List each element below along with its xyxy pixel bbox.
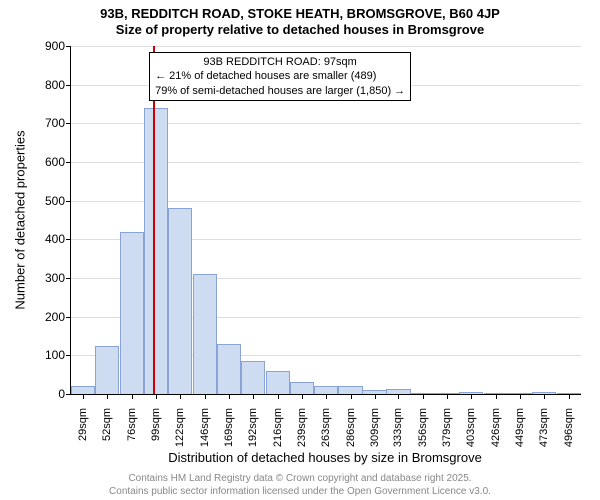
x-tick-label: 76sqm (126, 408, 138, 441)
annotation-box: 93B REDDITCH ROAD: 97sqm← 21% of detache… (149, 52, 411, 101)
x-tick-mark (180, 394, 181, 399)
x-tick-mark (302, 394, 303, 399)
x-tick-mark (351, 394, 352, 399)
x-tick-label: 52sqm (101, 408, 113, 441)
x-tick-mark (253, 394, 254, 399)
y-tick-label: 300 (45, 271, 65, 285)
y-axis-label: Number of detached properties (12, 130, 27, 309)
footer: Contains HM Land Registry data © Crown c… (0, 473, 600, 498)
annotation-line: ← 21% of detached houses are smaller (48… (155, 69, 405, 83)
y-tick-label: 0 (58, 387, 65, 401)
x-tick-label: 239sqm (296, 408, 308, 447)
x-tick-label: 379sqm (441, 408, 453, 447)
y-tick-label: 600 (45, 155, 65, 169)
x-tick-label: 449sqm (514, 408, 526, 447)
y-tick-label: 200 (45, 310, 65, 324)
y-tick-label: 700 (45, 116, 65, 130)
annotation-line: 93B REDDITCH ROAD: 97sqm (155, 55, 405, 69)
x-tick-mark (326, 394, 327, 399)
histogram-bar (71, 386, 95, 395)
y-tick-mark (66, 278, 71, 279)
x-tick-label: 122sqm (174, 408, 186, 447)
x-tick-mark (156, 394, 157, 399)
histogram-bar (314, 386, 338, 395)
chart-container: 93B, REDDITCH ROAD, STOKE HEATH, BROMSGR… (0, 0, 600, 500)
x-tick-mark (83, 394, 84, 399)
x-tick-mark (423, 394, 424, 399)
histogram-bar (168, 208, 192, 394)
x-tick-label: 356sqm (417, 408, 429, 447)
x-tick-mark (544, 394, 545, 399)
x-tick-mark (471, 394, 472, 399)
histogram-bar (217, 344, 241, 394)
x-tick-label: 263sqm (320, 408, 332, 447)
x-tick-label: 29sqm (77, 408, 89, 441)
x-tick-label: 309sqm (369, 408, 381, 447)
x-tick-label: 192sqm (247, 408, 259, 447)
y-tick-label: 400 (45, 232, 65, 246)
x-tick-label: 146sqm (199, 408, 211, 447)
x-tick-mark (496, 394, 497, 399)
x-tick-label: 169sqm (223, 408, 235, 447)
x-tick-label: 286sqm (345, 408, 357, 447)
chart-title-main: 93B, REDDITCH ROAD, STOKE HEATH, BROMSGR… (0, 0, 600, 22)
y-tick-label: 800 (45, 78, 65, 92)
x-tick-label: 216sqm (272, 408, 284, 447)
y-tick-mark (66, 317, 71, 318)
y-tick-mark (66, 85, 71, 86)
x-tick-mark (229, 394, 230, 399)
x-tick-mark (569, 394, 570, 399)
x-tick-label: 426sqm (490, 408, 502, 447)
footer-line-2: Contains public sector information licen… (0, 486, 600, 499)
histogram-bar (338, 386, 362, 395)
x-axis-label: Distribution of detached houses by size … (70, 450, 580, 465)
footer-line-1: Contains HM Land Registry data © Crown c… (0, 473, 600, 486)
histogram-bar (241, 361, 265, 394)
x-tick-label: 99sqm (150, 408, 162, 441)
x-tick-mark (398, 394, 399, 399)
x-tick-mark (107, 394, 108, 399)
x-tick-mark (375, 394, 376, 399)
x-tick-label: 496sqm (563, 408, 575, 447)
y-tick-mark (66, 355, 71, 356)
y-tick-mark (66, 394, 71, 395)
y-tick-mark (66, 162, 71, 163)
histogram-bar (266, 371, 290, 394)
x-tick-mark (205, 394, 206, 399)
chart-title-sub: Size of property relative to detached ho… (0, 22, 600, 38)
histogram-bar (120, 232, 144, 394)
histogram-bar (290, 382, 314, 394)
x-tick-label: 333sqm (392, 408, 404, 447)
x-tick-mark (278, 394, 279, 399)
y-tick-mark (66, 123, 71, 124)
y-tick-mark (66, 239, 71, 240)
x-tick-mark (520, 394, 521, 399)
histogram-bar (95, 346, 119, 394)
y-tick-label: 500 (45, 194, 65, 208)
x-tick-mark (132, 394, 133, 399)
histogram-bar (193, 274, 217, 394)
y-tick-mark (66, 46, 71, 47)
x-tick-label: 403sqm (465, 408, 477, 447)
gridline (71, 46, 581, 47)
x-tick-mark (447, 394, 448, 399)
x-tick-label: 473sqm (538, 408, 550, 447)
y-tick-label: 900 (45, 39, 65, 53)
plot-area: 010020030040050060070080090029sqm52sqm76… (70, 46, 581, 395)
histogram-bar (144, 108, 168, 394)
annotation-line: 79% of semi-detached houses are larger (… (155, 84, 405, 98)
y-tick-label: 100 (45, 348, 65, 362)
y-tick-mark (66, 201, 71, 202)
